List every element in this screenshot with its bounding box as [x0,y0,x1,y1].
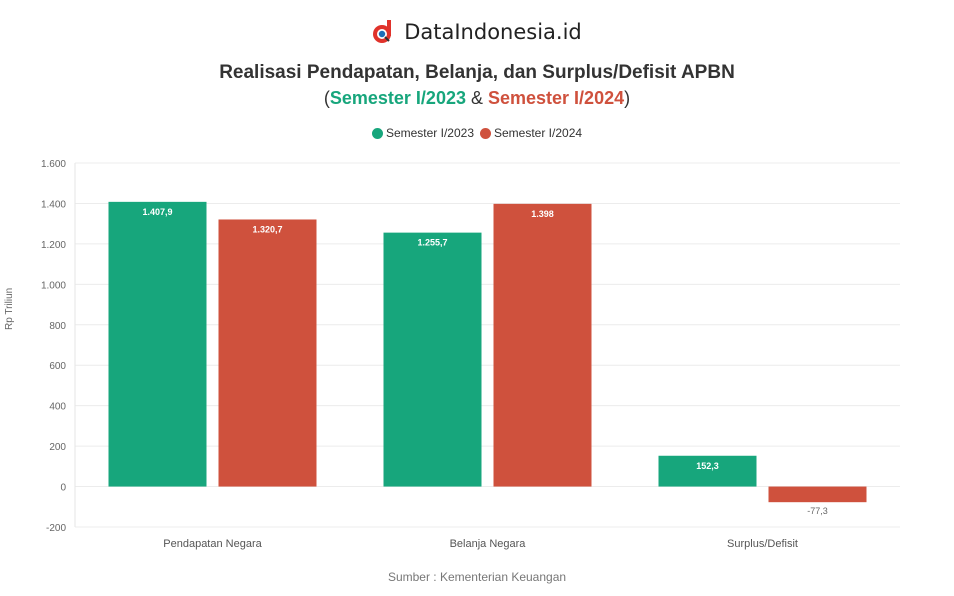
data-label: 1.255,7 [417,238,447,248]
subtitle-2023: Semester I/2023 [329,88,466,108]
y-tick-label: 1.400 [41,199,66,210]
legend: Semester I/2023 Semester I/2024 [0,126,954,140]
legend-label: Semester I/2024 [494,126,583,140]
chart-subtitle: (Semester I/2023 & Semester I/2024) [0,88,954,109]
data-label: -77,3 [807,506,828,516]
y-tick-label: 1.000 [41,280,66,291]
ampersand: & [465,88,488,108]
x-tick-label: Pendapatan Negara [163,538,262,550]
magnifier-logo-icon [373,20,392,43]
y-tick-label: -200 [46,523,66,534]
y-tick-label: 800 [49,321,66,332]
x-tick-label: Belanja Negara [450,538,527,550]
brand-name: DataIndonesia.id [404,20,582,44]
bar-2023[interactable] [658,455,757,487]
legend-item-2023[interactable]: Semester I/2023 [371,126,474,140]
bar-2024[interactable] [768,486,867,503]
y-tick-label: 200 [49,442,66,453]
bar-2024[interactable] [218,219,317,487]
x-tick-label: Surplus/Defisit [727,538,798,550]
bar-2023[interactable] [108,201,207,487]
bar-2024[interactable] [493,203,592,487]
legend-item-2024[interactable]: Semester I/2024 [480,126,582,140]
data-label: 1.407,9 [142,207,172,217]
paren-close: ) [624,88,631,108]
y-tick-label: 600 [49,361,66,372]
source-note: Sumber : Kementerian Keuangan [387,570,567,584]
y-tick-label: 1.600 [41,159,66,170]
bar-2023[interactable] [383,232,482,487]
paren-open: ( [323,88,330,108]
legend-dot-icon [371,127,383,139]
legend-dot-icon [480,127,491,139]
y-tick-label: 400 [49,402,66,413]
legend-label: Semester I/2023 [385,126,474,140]
y-tick-label: 1.200 [41,240,66,251]
data-label: 152,3 [696,461,719,471]
chart-title: Realisasi Pendapatan, Belanja, dan Surpl… [219,62,735,83]
subtitle-2024: Semester I/2024 [488,88,625,108]
y-tick-label: 0 [60,483,66,494]
brand-logo: DataIndonesia.id [0,20,954,44]
data-label: 1.320,7 [252,224,282,234]
data-label: 1.398 [531,209,554,219]
